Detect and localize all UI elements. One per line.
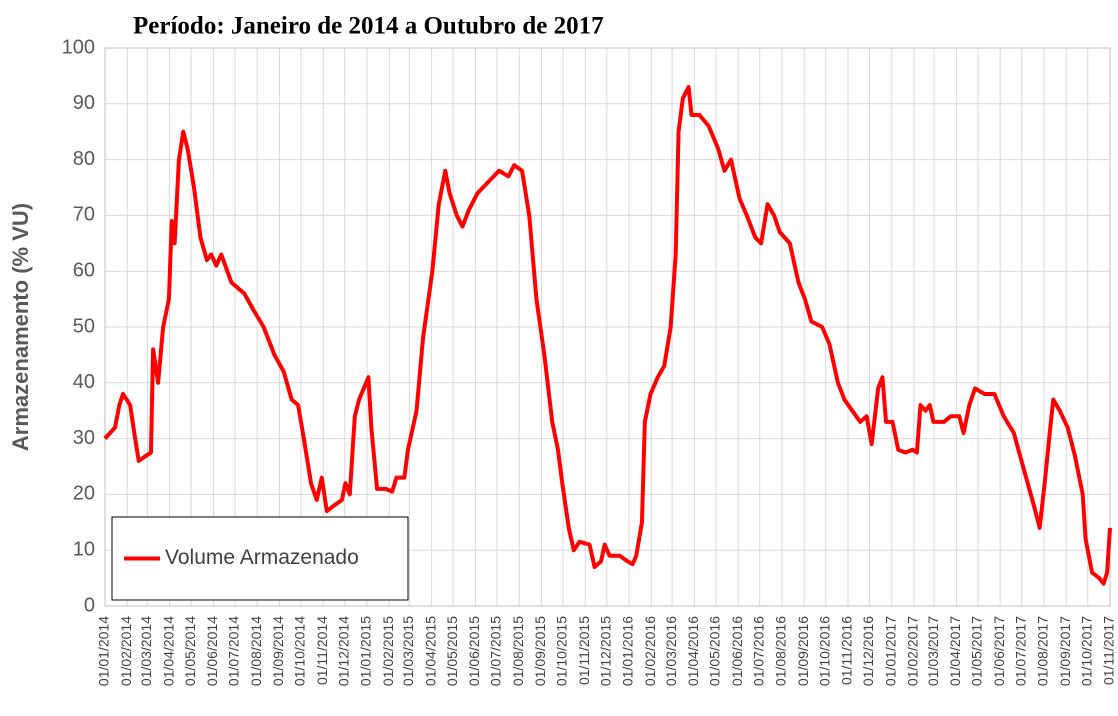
y-tick-label: 40 (73, 371, 95, 393)
x-tick-label: 01/05/2015 (444, 616, 460, 686)
x-tick-label: 01/10/2014 (292, 616, 308, 686)
x-tick-label: 01/03/2015 (400, 616, 416, 686)
x-tick-label: 01/01/2014 (96, 616, 112, 686)
x-tick-label: 01/10/2016 (816, 616, 832, 686)
x-tick-label: 01/10/2017 (1078, 616, 1094, 686)
x-tick-label: 01/06/2017 (991, 616, 1007, 686)
x-tick-label: 01/01/2015 (358, 616, 374, 686)
x-tick-label: 01/03/2017 (925, 616, 941, 686)
x-tick-label: 01/11/2014 (314, 616, 330, 685)
y-tick-label: 80 (73, 148, 95, 170)
x-tick-label: 01/11/2016 (839, 616, 855, 685)
legend: Volume Armazenado (111, 516, 409, 601)
legend-box (111, 516, 409, 601)
x-tick-label: 01/11/2015 (576, 616, 592, 685)
x-tick-label: 01/08/2017 (1035, 616, 1051, 686)
x-tick-label: 01/12/2014 (335, 616, 351, 686)
x-tick-label: 01/06/2014 (204, 616, 220, 686)
plot-border (104, 47, 1111, 607)
x-tick-label: 01/10/2015 (554, 616, 570, 686)
x-tick-label: 01/05/2017 (969, 616, 985, 686)
y-tick-label: 50 (73, 315, 95, 337)
x-tick-label: 01/12/2016 (860, 616, 876, 686)
y-tick-label: 90 (73, 92, 95, 114)
y-tick-label: 30 (73, 427, 95, 449)
y-tick-label: 10 (73, 538, 95, 560)
x-tick-label: 01/01/2017 (882, 616, 898, 686)
x-tick-label: 01/07/2014 (226, 616, 242, 686)
grid: 0 10 20 30 40 50 60 70 80 90 100 01/01/2014 01/02/20… (62, 36, 1117, 686)
x-tick-label: 01/02/2014 (118, 616, 134, 686)
x-tick-label: 01/03/2016 (663, 616, 679, 686)
x-tick-label: 01/04/2016 (685, 616, 701, 686)
chart-title: Período: Janeiro de 2014 a Outubro de 20… (133, 13, 604, 40)
y-tick-label: 0 (84, 594, 95, 616)
y-tick-label: 20 (73, 483, 95, 505)
x-tick-label: 01/07/2015 (488, 616, 504, 686)
x-tick-label: 01/09/2014 (270, 616, 286, 686)
x-tick-label: 01/03/2014 (138, 616, 154, 686)
x-tick-label: 01/09/2015 (532, 616, 548, 686)
legend-label: Volume Armazenado (165, 546, 359, 569)
x-tick-label: 01/04/2017 (947, 616, 963, 686)
y-tick-label: 70 (73, 204, 95, 226)
x-tick-label: 01/08/2015 (510, 616, 526, 686)
y-axis-label: Armazenamento (% VU) (8, 203, 33, 451)
x-tick-label: 01/02/2016 (642, 616, 658, 686)
x-tick-label: 01/06/2016 (729, 616, 745, 686)
series-line (103, 85, 1112, 586)
y-tick-label: 100 (62, 36, 95, 58)
x-tick-label: 01/04/2015 (422, 616, 438, 686)
x-tick-label: 01/04/2014 (160, 616, 176, 686)
x-tick-label: 01/02/2017 (905, 616, 921, 686)
x-tick-label: 01/12/2015 (597, 616, 613, 686)
x-tick-label: 01/11/2017 (1101, 616, 1117, 685)
x-tick-label: 01/05/2014 (182, 616, 198, 686)
x-tick-label: 01/09/2017 (1057, 616, 1073, 686)
x-tick-label: 01/06/2015 (466, 616, 482, 686)
x-tick-label: 01/07/2017 (1012, 616, 1028, 686)
x-tick-label: 01/08/2014 (248, 616, 264, 686)
plot (103, 85, 1112, 586)
x-tick-label: 01/02/2015 (380, 616, 396, 686)
x-tick-label: 01/08/2016 (773, 616, 789, 686)
x-tick-label: 01/07/2016 (750, 616, 766, 686)
y-tick-label: 60 (73, 259, 95, 281)
x-tick-label: 01/09/2016 (795, 616, 811, 686)
x-tick-label: 01/01/2016 (620, 616, 636, 686)
x-tick-label: 01/05/2016 (707, 616, 723, 686)
